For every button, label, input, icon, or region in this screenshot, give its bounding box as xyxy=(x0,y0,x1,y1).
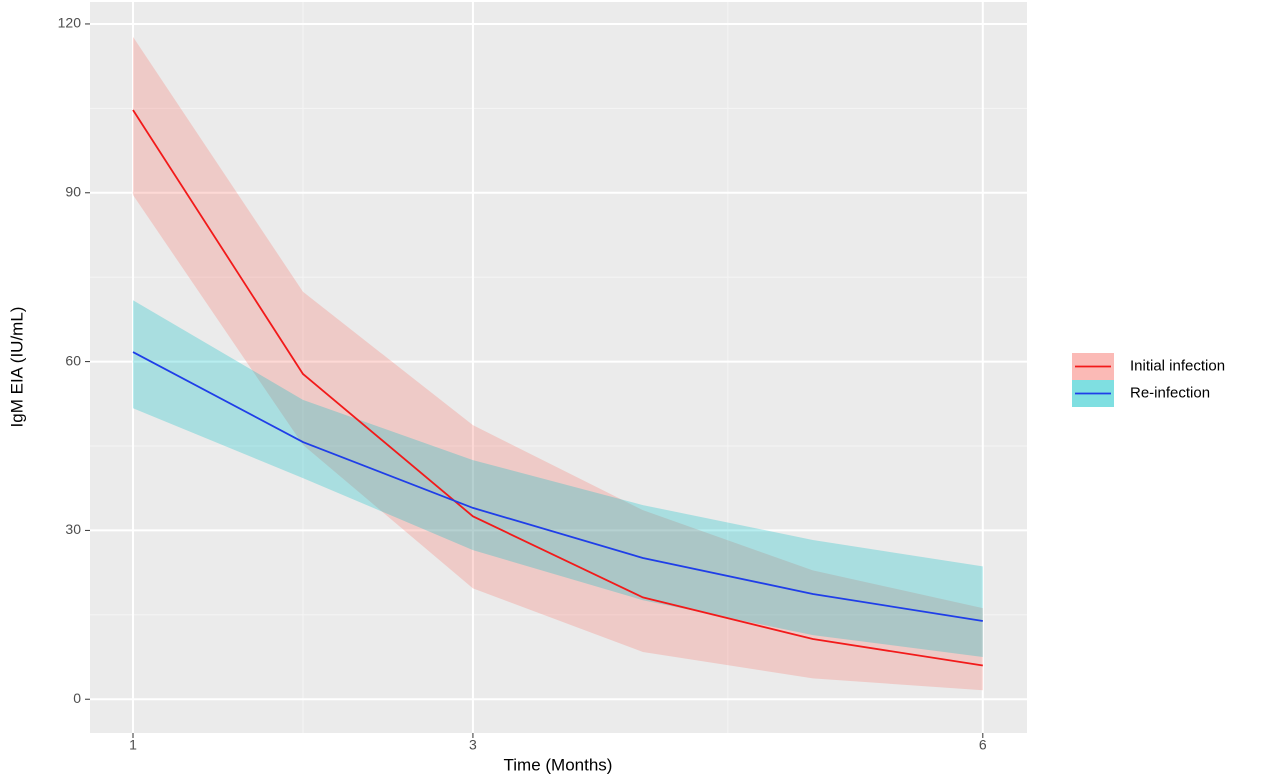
y-tick-label: 0 xyxy=(73,690,81,706)
y-tick-label: 90 xyxy=(65,183,81,199)
line xyxy=(132,351,983,622)
ribbon xyxy=(133,36,983,691)
grid xyxy=(90,2,1027,733)
x-tick-label: 6 xyxy=(979,737,987,753)
legend: Initial infection Re-infection xyxy=(1072,353,1225,407)
x-axis-title: Time (Months) xyxy=(504,755,613,774)
x-tick-label: 1 xyxy=(129,737,137,753)
legend-label: Initial infection xyxy=(1130,357,1225,374)
y-axis-title: IgM EIA (IU/mL) xyxy=(7,307,26,428)
x-tick-label: 3 xyxy=(469,737,477,753)
y-tick-label: 120 xyxy=(58,15,82,31)
ribbon xyxy=(133,300,983,658)
panel xyxy=(90,2,1027,733)
plot xyxy=(132,36,983,691)
y-tick-label: 30 xyxy=(65,521,81,537)
y-tick-label: 60 xyxy=(65,352,81,368)
line xyxy=(132,109,983,667)
legend-label: Re-infection xyxy=(1130,384,1210,401)
